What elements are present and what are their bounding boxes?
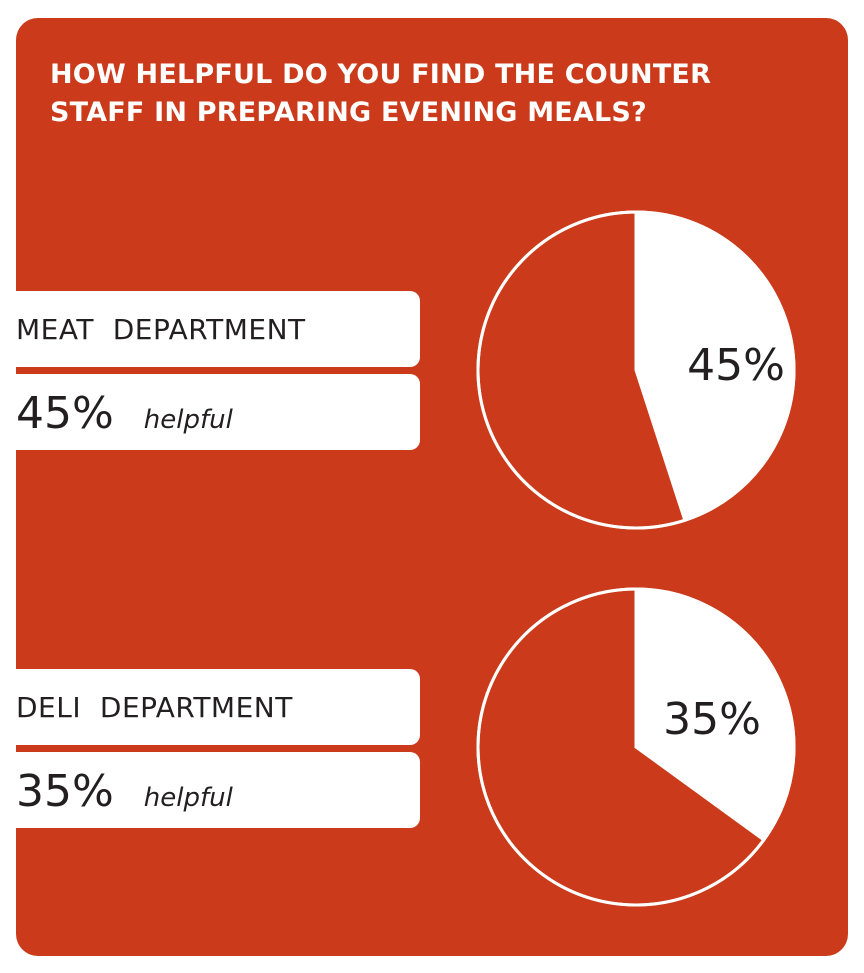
meat-department-value-box: 45% helpful: [0, 374, 420, 450]
chart-title: HOW HELPFUL DO YOU FIND THE COUNTER STAF…: [50, 59, 712, 128]
deli-department-percent: 35%: [16, 766, 114, 817]
deli-department-pie: 35%: [476, 587, 796, 907]
meat-department-label: MEAT DEPARTMENT: [0, 291, 420, 367]
meat-department-pie-label: 45%: [687, 340, 785, 391]
meat-department-pie-outline: [476, 210, 796, 530]
meat-department-helpful-word: helpful: [143, 405, 233, 435]
deli-department-name: DELI DEPARTMENT: [16, 690, 293, 724]
deli-department-value-box: 35% helpful: [0, 752, 420, 828]
deli-department-pie-label: 35%: [663, 694, 761, 745]
meat-department-name: MEAT DEPARTMENT: [16, 312, 306, 346]
meat-department-pie: 45%: [476, 210, 796, 530]
deli-department-pie-outline: [476, 587, 796, 907]
meat-department-percent: 45%: [16, 388, 114, 439]
deli-department-helpful-word: helpful: [143, 783, 233, 813]
deli-department-label: DELI DEPARTMENT: [0, 669, 420, 745]
